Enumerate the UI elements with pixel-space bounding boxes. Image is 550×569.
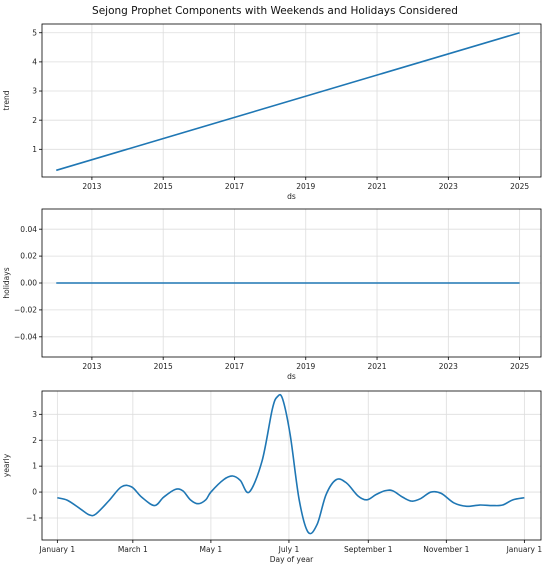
y-tick-label: 0.00 — [20, 279, 37, 288]
x-tick-label: March 1 — [118, 545, 148, 554]
y-tick-label: 1 — [32, 462, 37, 471]
x-tick-label: September 1 — [344, 545, 393, 554]
x-tick-label: 2017 — [225, 362, 244, 371]
x-tick-label: 2019 — [296, 362, 315, 371]
x-tick-label: 2021 — [367, 182, 386, 191]
y-axis-label: holidays — [2, 267, 11, 298]
x-tick-label: 2025 — [510, 362, 529, 371]
x-tick-label: 2015 — [154, 362, 173, 371]
x-tick-label: 2013 — [82, 182, 101, 191]
x-tick-label: November 1 — [423, 545, 469, 554]
x-axis-label: Day of year — [270, 555, 314, 564]
y-tick-label: 5 — [32, 28, 37, 37]
y-tick-label: 2 — [32, 436, 37, 445]
x-tick-label: 2023 — [439, 182, 458, 191]
y-tick-label: 1 — [32, 145, 37, 154]
y-axis-label: yearly — [2, 453, 11, 477]
y-tick-label: 3 — [32, 410, 37, 419]
y-tick-label: −0.02 — [14, 306, 37, 315]
series-line — [57, 393, 525, 535]
x-tick-label: 2013 — [82, 362, 101, 371]
y-tick-label: 3 — [32, 87, 37, 96]
y-tick-label: 0.02 — [20, 252, 37, 261]
y-tick-label: −0.04 — [14, 332, 37, 341]
yearly-panel: January 1 March 1 May 1 July 1 September 1 No… — [2, 390, 543, 564]
trend-panel: 2013 2015 2017 2019 2021 2023 2025 1 2 3 4 5 ds trend — [2, 23, 542, 201]
holidays-panel: 2013 2015 2017 2019 2021 2023 2025 −0.04 −0.02 0.… — [2, 208, 542, 381]
y-tick-label: 2 — [32, 116, 37, 125]
plot-frame — [41, 390, 542, 541]
x-tick-label: 2015 — [154, 182, 173, 191]
x-tick-label: 2021 — [367, 362, 386, 371]
x-tick-label: May 1 — [200, 545, 223, 554]
y-tick-label: 4 — [32, 57, 37, 66]
x-tick-label: 2025 — [510, 182, 529, 191]
x-tick-label: 2023 — [439, 362, 458, 371]
x-tick-label: 2017 — [225, 182, 244, 191]
y-axis-label: trend — [2, 90, 11, 110]
series-line — [56, 31, 520, 172]
y-tick-label: 0.04 — [20, 225, 37, 234]
figure-title: Sejong Prophet Components with Weekends … — [92, 5, 458, 17]
x-axis-label: ds — [287, 372, 296, 381]
plot-frame — [41, 23, 542, 178]
y-tick-label: 0 — [32, 488, 37, 497]
y-tick-label: −1 — [26, 514, 37, 523]
x-tick-label: January 1 — [506, 545, 543, 554]
x-axis-label: ds — [287, 192, 296, 201]
x-tick-label: July 1 — [278, 545, 300, 554]
x-tick-label: January 1 — [39, 545, 76, 554]
x-tick-label: 2019 — [296, 182, 315, 191]
